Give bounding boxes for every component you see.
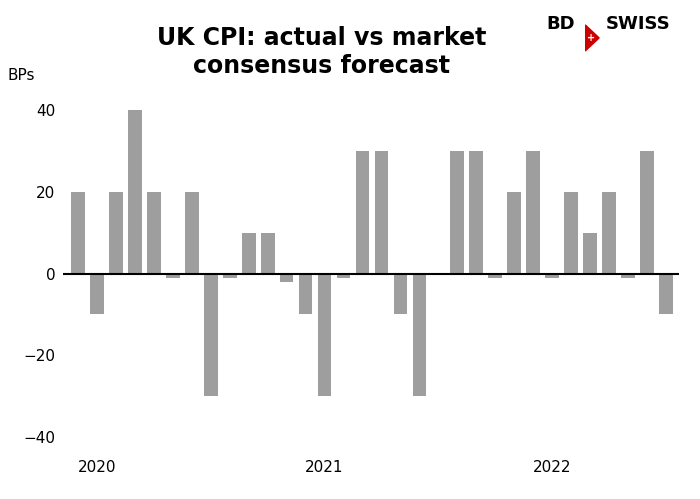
Bar	[356, 151, 370, 273]
Bar	[337, 273, 350, 277]
Bar	[659, 273, 673, 314]
Bar	[109, 192, 123, 273]
Text: SWISS: SWISS	[606, 15, 671, 33]
Bar	[71, 192, 85, 273]
Bar	[640, 151, 654, 273]
Bar	[508, 192, 521, 273]
Bar	[374, 151, 388, 273]
Bar	[90, 273, 104, 314]
Bar	[450, 151, 464, 273]
Bar	[204, 273, 218, 396]
Bar	[621, 273, 635, 277]
Bar	[242, 233, 256, 273]
Bar	[147, 192, 161, 273]
Bar	[261, 233, 274, 273]
Bar	[489, 273, 502, 277]
Bar	[564, 192, 578, 273]
Bar	[299, 273, 312, 314]
Text: +: +	[587, 33, 595, 43]
Bar	[602, 192, 616, 273]
Bar	[526, 151, 540, 273]
Bar	[185, 192, 199, 273]
Text: BD: BD	[546, 15, 575, 33]
Text: BPs: BPs	[8, 68, 35, 83]
Bar	[470, 151, 483, 273]
Bar	[166, 273, 180, 277]
Bar	[223, 273, 237, 277]
Bar	[318, 273, 331, 396]
Title: UK CPI: actual vs market
consensus forecast: UK CPI: actual vs market consensus forec…	[157, 26, 486, 78]
Polygon shape	[585, 25, 599, 51]
Bar	[545, 273, 559, 277]
Bar	[280, 273, 293, 282]
Bar	[412, 273, 426, 396]
Bar	[583, 233, 596, 273]
Bar	[393, 273, 407, 314]
Bar	[128, 110, 142, 273]
